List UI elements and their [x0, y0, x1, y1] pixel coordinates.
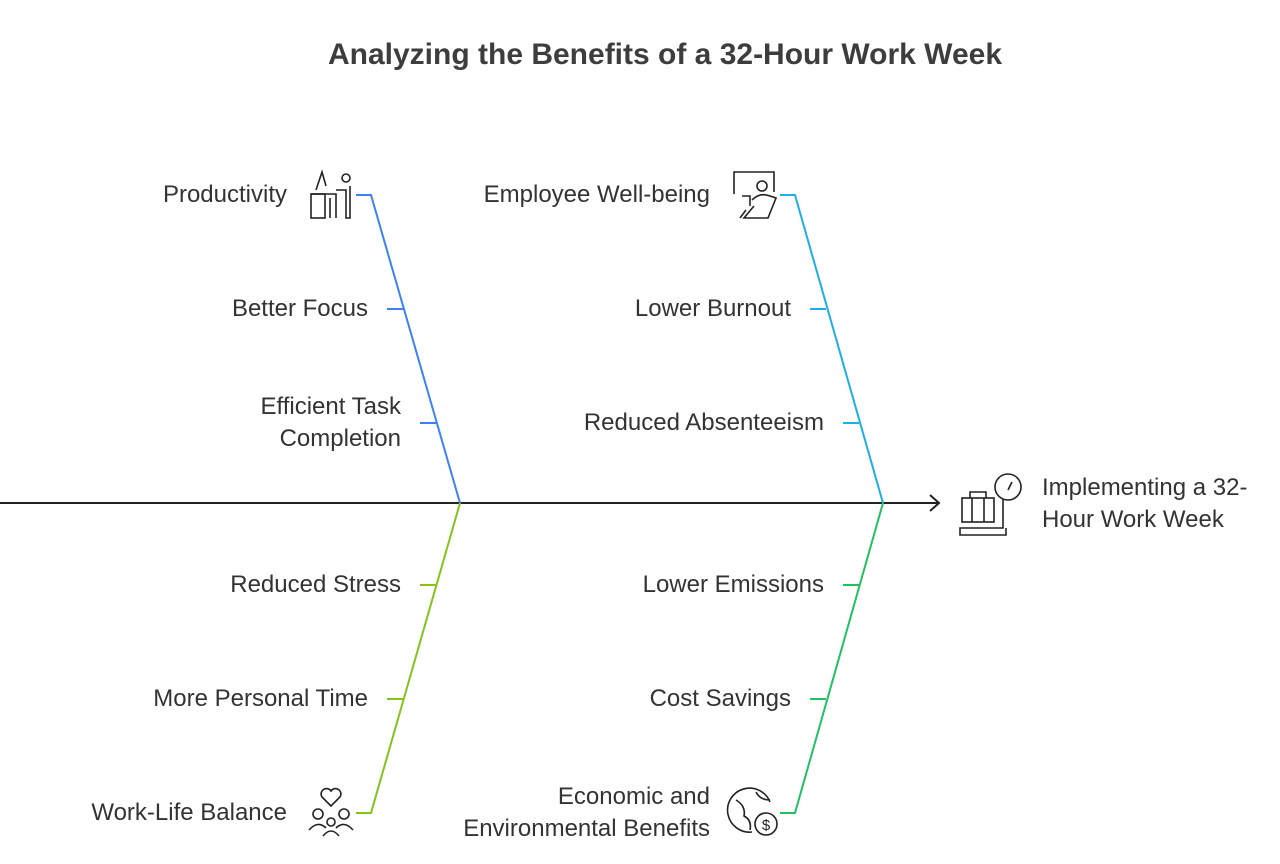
- cause-lower-burnout: Lower Burnout: [634, 295, 791, 322]
- category-productivity: Productivity: [162, 181, 287, 208]
- category-work-life-balance: Work-Life Balance: [91, 799, 287, 826]
- cause-reduced-stress: Reduced Stress: [230, 571, 401, 598]
- globe-dollar-icon: $: [726, 787, 778, 836]
- scale-luggage-icon: [959, 473, 1022, 536]
- spine: [0, 494, 941, 512]
- category-employee-wellbeing: Employee Well-being: [483, 181, 710, 208]
- cause-more-personal-time: More Personal Time: [153, 685, 368, 712]
- relaxed-person-icon: [733, 171, 778, 219]
- cause-better-focus: Better Focus: [231, 295, 368, 322]
- svg-text:$: $: [762, 817, 771, 834]
- effect-label: Implementing a 32-Hour Work Week: [1042, 474, 1248, 533]
- bone-employee-wellbeing: [780, 194, 884, 504]
- bone-economic-environmental: [780, 502, 884, 814]
- cause-efficient-task-completion: Efficient Task Completion: [260, 393, 401, 452]
- bone-work-life-balance: [356, 502, 461, 814]
- cause-reduced-absenteeism: Reduced Absenteeism: [583, 409, 824, 436]
- cause-lower-emissions: Lower Emissions: [642, 571, 824, 598]
- category-economic-environmental: Economic and Environmental Benefits: [463, 783, 710, 842]
- family-heart-icon: [308, 787, 354, 837]
- bone-productivity: [356, 194, 461, 504]
- cause-cost-savings: Cost Savings: [649, 685, 791, 712]
- desk-worker-icon: [310, 169, 351, 219]
- diagram-title: Analyzing the Benefits of a 32-Hour Work…: [327, 38, 1003, 71]
